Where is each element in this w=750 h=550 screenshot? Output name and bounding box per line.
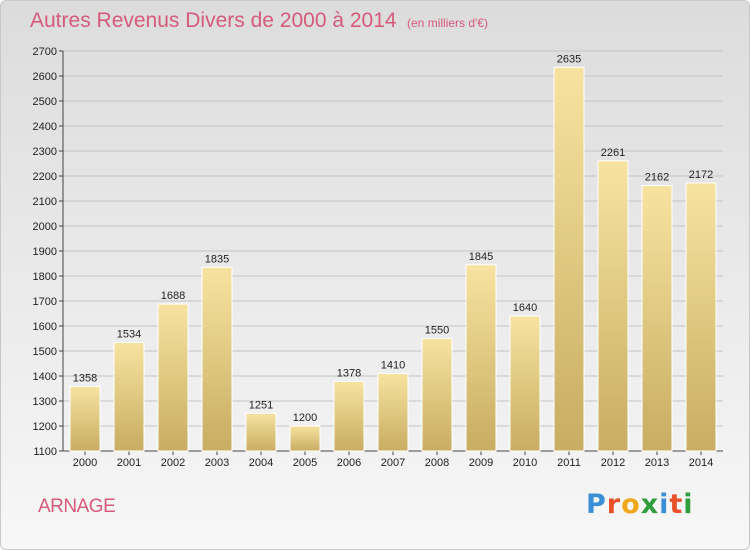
axes: 1100 1200 1300 1400 1500 1600 1700 1800 1900 2000… bbox=[33, 46, 723, 458]
data-label-2001: 1534 bbox=[117, 329, 141, 341]
y-tick-label: 1800 bbox=[33, 271, 57, 283]
x-tick-label: 2014 bbox=[689, 457, 713, 469]
x-tick-label: 2000 bbox=[73, 457, 97, 469]
x-tick-label: 2001 bbox=[117, 457, 141, 469]
bar-2000 bbox=[69, 386, 101, 452]
bar-2005 bbox=[289, 425, 321, 452]
logo-letter: i bbox=[659, 489, 670, 520]
y-tick-label: 2200 bbox=[33, 171, 57, 183]
x-tick-label: 2009 bbox=[469, 457, 493, 469]
proxiti-logo[interactable]: Proxiti bbox=[586, 489, 694, 520]
bar-2009 bbox=[465, 264, 497, 452]
y-tick-label: 1300 bbox=[33, 396, 57, 408]
y-tick-label: 2300 bbox=[33, 146, 57, 158]
x-tick-label: 2007 bbox=[381, 457, 405, 469]
y-tick-label: 1700 bbox=[33, 296, 57, 308]
bar-2013 bbox=[641, 185, 673, 452]
x-tick-label: 2012 bbox=[601, 457, 625, 469]
data-label-2005: 1200 bbox=[293, 412, 317, 424]
title-row: Autres Revenus Divers de 2000 à 2014 (en… bbox=[30, 9, 488, 33]
logo-letter: P bbox=[586, 489, 607, 520]
bar-2004 bbox=[245, 412, 277, 452]
x-tick-label: 2003 bbox=[205, 457, 229, 469]
data-label-2004: 1251 bbox=[249, 399, 273, 411]
bar-2010 bbox=[509, 315, 541, 452]
logo-letter: x bbox=[640, 489, 660, 520]
x-tick-label: 2002 bbox=[161, 457, 185, 469]
logo-letter: o bbox=[621, 489, 641, 520]
bar-2008 bbox=[421, 338, 453, 452]
x-tick-label: 2005 bbox=[293, 457, 317, 469]
y-tick-label: 2000 bbox=[33, 221, 57, 233]
bar-2011 bbox=[553, 66, 585, 452]
data-label-2013: 2162 bbox=[645, 172, 669, 184]
logo-letter: i bbox=[683, 489, 694, 520]
chart-subtitle: (en milliers d'€) bbox=[407, 16, 488, 30]
y-tick-label: 2700 bbox=[33, 46, 57, 58]
y-tick-label: 1600 bbox=[33, 321, 57, 333]
bar-2006 bbox=[333, 381, 365, 452]
data-label-2014: 2172 bbox=[689, 169, 713, 181]
logo-letter: r bbox=[606, 489, 622, 520]
data-label-2009: 1845 bbox=[469, 251, 493, 263]
data-label-2008: 1550 bbox=[425, 325, 449, 337]
y-tick-label: 1200 bbox=[33, 421, 57, 433]
y-tick-label: 2500 bbox=[33, 96, 57, 108]
y-tick-label: 1100 bbox=[33, 446, 57, 458]
x-tick-label: 2011 bbox=[557, 457, 581, 469]
chart-title: Autres Revenus Divers de 2000 à 2014 bbox=[30, 9, 397, 32]
data-label-2010: 1640 bbox=[513, 302, 537, 314]
data-label-2007: 1410 bbox=[381, 360, 405, 372]
bar-2001 bbox=[113, 342, 145, 452]
y-tick-label: 2600 bbox=[33, 71, 57, 83]
data-label-2006: 1378 bbox=[337, 368, 361, 380]
x-tick-label: 2010 bbox=[513, 457, 537, 469]
bar-2003 bbox=[201, 266, 233, 452]
labels: 1358 2000 1534 2001 1688 2002 1835 2003 1251 2004… bbox=[73, 53, 713, 469]
y-tick-label: 1900 bbox=[33, 246, 57, 258]
bar-2012 bbox=[597, 160, 629, 452]
logo-letter: t bbox=[669, 489, 684, 520]
x-tick-label: 2013 bbox=[645, 457, 669, 469]
x-tick-label: 2008 bbox=[425, 457, 449, 469]
x-tick-label: 2006 bbox=[337, 457, 361, 469]
y-tick-label: 2400 bbox=[33, 121, 57, 133]
y-tick-label: 1400 bbox=[33, 371, 57, 383]
data-label-2011: 2635 bbox=[557, 53, 581, 65]
data-label-2003: 1835 bbox=[205, 253, 229, 265]
bar-2014 bbox=[685, 182, 717, 452]
data-label-2012: 2261 bbox=[601, 147, 625, 159]
y-tick-label: 2100 bbox=[33, 196, 57, 208]
bar-2007 bbox=[377, 373, 409, 452]
x-tick-label: 2004 bbox=[249, 457, 273, 469]
location-label: ARNAGE bbox=[38, 496, 116, 517]
data-label-2000: 1358 bbox=[73, 373, 97, 385]
y-tick-label: 1500 bbox=[33, 346, 57, 358]
data-label-2002: 1688 bbox=[161, 290, 185, 302]
bar-2002 bbox=[157, 303, 189, 452]
bars bbox=[69, 66, 717, 452]
